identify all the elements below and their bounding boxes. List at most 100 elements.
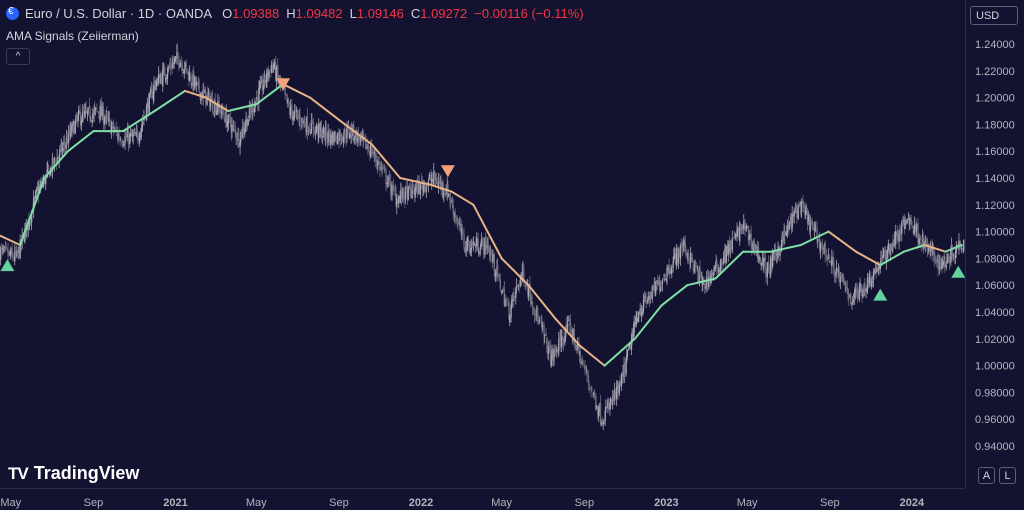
ama-segment: [19, 177, 46, 246]
candle: [98, 110, 100, 119]
candle: [612, 390, 614, 405]
candle: [671, 266, 673, 279]
candle: [730, 239, 732, 253]
candle: [203, 82, 205, 96]
time-axis[interactable]: May Sep 2021 May Sep 2022 May Sep 2023 May Sep 2024: [0, 488, 965, 510]
candle: [955, 240, 957, 258]
price-tick-label: 1.12000: [975, 200, 1015, 212]
candle: [477, 232, 479, 253]
candle: [558, 332, 560, 357]
candle: [268, 70, 270, 81]
candle: [737, 226, 739, 236]
candle: [553, 344, 555, 366]
candle: [433, 170, 436, 185]
price-axis[interactable]: 1.24000 1.22000 1.20000 1.18000 1.16000 1.140…: [965, 0, 1015, 488]
candle: [176, 42, 179, 65]
candle: [658, 274, 661, 295]
price-tick-label: 0.98000: [975, 387, 1015, 399]
candle: [59, 145, 61, 162]
collapse-button[interactable]: ^: [6, 48, 30, 65]
ama-segment: [153, 89, 186, 112]
ama-segment: [204, 96, 229, 112]
indicator-label[interactable]: AMA Signals (Zeiierman): [6, 29, 139, 43]
candle: [647, 291, 649, 304]
candle: [7, 242, 9, 261]
candle: [344, 122, 346, 145]
candle: [791, 206, 793, 233]
candle: [699, 260, 701, 283]
candle: [457, 218, 459, 230]
candle: [468, 235, 470, 247]
candle: [110, 120, 113, 139]
sell-signal-marker[interactable]: [440, 165, 455, 178]
ama-segment: [827, 230, 858, 253]
candle: [487, 236, 489, 253]
candle: [584, 360, 586, 376]
candle: [223, 116, 226, 123]
symbol-legend: Euro / U.S. Dollar · 1D · OANDA O1.09388…: [6, 6, 584, 21]
currency-selector[interactable]: USD: [970, 6, 1018, 25]
candle: [673, 246, 676, 260]
candle: [244, 121, 246, 138]
candle: [638, 310, 640, 323]
candle: [569, 313, 571, 335]
candle: [146, 97, 148, 114]
candle: [386, 175, 389, 189]
candle: [845, 281, 847, 291]
candle: [529, 290, 532, 308]
candle: [391, 181, 393, 201]
symbol-title[interactable]: Euro / U.S. Dollar · 1D · OANDA: [25, 6, 213, 21]
candle: [622, 364, 624, 384]
euro-icon: [6, 6, 19, 20]
candle: [727, 240, 729, 262]
candle: [205, 91, 207, 109]
candle: [492, 249, 494, 264]
candle: [307, 125, 310, 136]
log-scale-button[interactable]: L: [999, 467, 1016, 484]
candle: [367, 142, 370, 153]
candle: [911, 220, 913, 229]
candle: [150, 81, 153, 90]
buy-signal-marker[interactable]: [951, 265, 966, 278]
ama-segment: [450, 190, 475, 206]
candle: [802, 195, 804, 204]
candle: [814, 223, 816, 231]
candle: [357, 126, 360, 146]
candle: [308, 122, 311, 134]
candle: [334, 131, 337, 142]
candle: [348, 132, 351, 140]
candle: [82, 105, 85, 119]
candle: [275, 65, 278, 89]
candle: [544, 334, 546, 344]
candle: [731, 230, 734, 254]
candle: [506, 296, 508, 306]
buy-signal-marker[interactable]: [0, 259, 15, 272]
ama-segment: [799, 230, 830, 246]
candle: [692, 262, 695, 275]
candle: [718, 267, 720, 273]
candle: [431, 172, 433, 190]
auto-scale-button[interactable]: A: [978, 467, 995, 484]
candle: [835, 269, 837, 284]
candle: [833, 257, 835, 277]
candle: [904, 216, 906, 230]
candle: [359, 135, 362, 146]
candle: [821, 238, 824, 257]
candle: [120, 138, 122, 147]
candle: [849, 292, 852, 306]
candle: [948, 255, 951, 270]
sell-signal-marker[interactable]: [276, 78, 291, 91]
candle: [92, 107, 94, 123]
candle: [722, 251, 725, 265]
candle: [287, 97, 290, 108]
candle: [14, 246, 17, 262]
candle: [937, 252, 939, 277]
candle: [381, 163, 384, 174]
buy-signal-marker[interactable]: [873, 288, 888, 301]
ama-segment: [0, 234, 22, 246]
candle: [847, 288, 850, 306]
candle: [440, 174, 442, 196]
candle: [228, 113, 231, 122]
candle: [193, 75, 196, 91]
